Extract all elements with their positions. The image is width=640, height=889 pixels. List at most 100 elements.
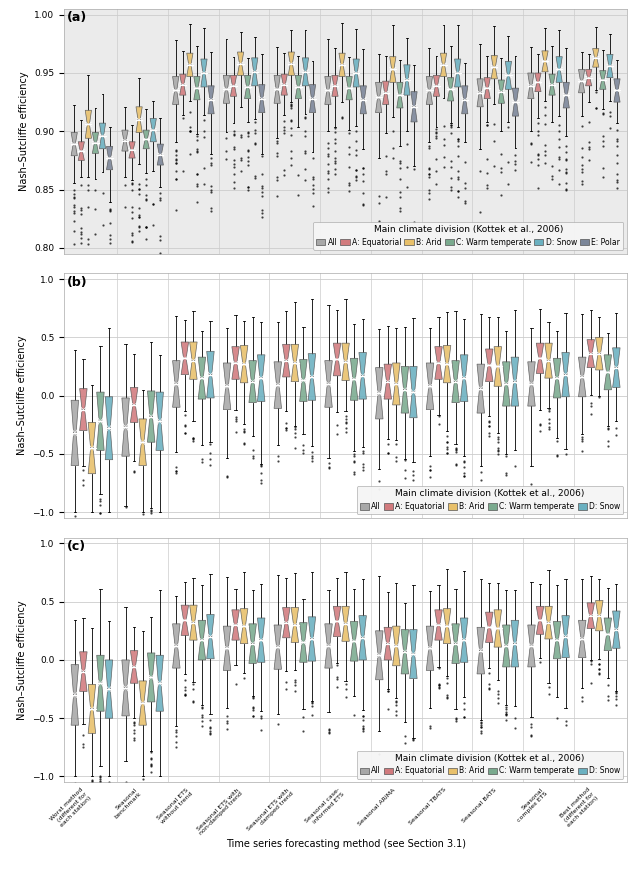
Polygon shape bbox=[454, 73, 461, 87]
Polygon shape bbox=[308, 639, 316, 661]
Polygon shape bbox=[612, 348, 620, 368]
Polygon shape bbox=[244, 76, 251, 87]
Polygon shape bbox=[444, 626, 451, 644]
Polygon shape bbox=[324, 384, 332, 407]
Polygon shape bbox=[291, 344, 299, 363]
Polygon shape bbox=[223, 363, 231, 387]
Polygon shape bbox=[173, 91, 179, 105]
Polygon shape bbox=[99, 123, 106, 136]
Polygon shape bbox=[201, 73, 207, 87]
Polygon shape bbox=[506, 61, 511, 76]
Polygon shape bbox=[187, 53, 193, 65]
Polygon shape bbox=[376, 631, 383, 655]
Polygon shape bbox=[139, 442, 147, 466]
Polygon shape bbox=[545, 606, 552, 622]
Polygon shape bbox=[587, 603, 595, 616]
Polygon shape bbox=[291, 363, 299, 381]
Polygon shape bbox=[607, 66, 613, 77]
Polygon shape bbox=[401, 652, 408, 674]
Polygon shape bbox=[207, 374, 214, 398]
Polygon shape bbox=[122, 140, 128, 151]
Polygon shape bbox=[511, 381, 518, 406]
Polygon shape bbox=[274, 76, 280, 89]
Polygon shape bbox=[147, 677, 155, 702]
Polygon shape bbox=[147, 391, 155, 417]
Polygon shape bbox=[232, 625, 239, 640]
Polygon shape bbox=[477, 79, 483, 92]
Polygon shape bbox=[376, 655, 383, 680]
Polygon shape bbox=[460, 378, 468, 402]
Polygon shape bbox=[105, 428, 113, 460]
Polygon shape bbox=[426, 387, 434, 410]
Polygon shape bbox=[180, 74, 186, 84]
Polygon shape bbox=[241, 346, 248, 364]
Polygon shape bbox=[410, 654, 417, 678]
Polygon shape bbox=[150, 130, 156, 141]
Polygon shape bbox=[324, 76, 331, 91]
Polygon shape bbox=[156, 684, 163, 711]
Polygon shape bbox=[600, 80, 606, 89]
Polygon shape bbox=[426, 626, 434, 648]
Polygon shape bbox=[404, 80, 410, 95]
Polygon shape bbox=[71, 665, 79, 695]
Polygon shape bbox=[411, 92, 417, 107]
Polygon shape bbox=[545, 361, 552, 378]
Polygon shape bbox=[350, 621, 358, 641]
Polygon shape bbox=[384, 381, 392, 399]
Polygon shape bbox=[383, 81, 389, 92]
Polygon shape bbox=[291, 625, 299, 643]
Polygon shape bbox=[139, 681, 147, 703]
Polygon shape bbox=[300, 643, 307, 662]
Polygon shape bbox=[384, 628, 392, 644]
Polygon shape bbox=[461, 86, 468, 100]
Polygon shape bbox=[92, 143, 99, 154]
Polygon shape bbox=[542, 61, 548, 72]
Polygon shape bbox=[498, 80, 504, 92]
Polygon shape bbox=[122, 427, 129, 456]
Polygon shape bbox=[106, 158, 113, 170]
Polygon shape bbox=[300, 359, 307, 380]
Polygon shape bbox=[257, 618, 265, 640]
Polygon shape bbox=[131, 404, 138, 422]
Polygon shape bbox=[88, 685, 95, 709]
Polygon shape bbox=[106, 147, 113, 158]
Polygon shape bbox=[88, 709, 95, 733]
Polygon shape bbox=[147, 417, 155, 442]
Text: (b): (b) bbox=[67, 276, 88, 289]
Polygon shape bbox=[249, 624, 257, 644]
Polygon shape bbox=[281, 84, 287, 95]
Polygon shape bbox=[232, 347, 239, 363]
Polygon shape bbox=[79, 410, 87, 430]
Polygon shape bbox=[189, 605, 197, 622]
Polygon shape bbox=[309, 84, 316, 99]
Polygon shape bbox=[404, 65, 410, 80]
Polygon shape bbox=[88, 422, 95, 448]
Polygon shape bbox=[359, 376, 367, 399]
Polygon shape bbox=[604, 618, 612, 634]
Polygon shape bbox=[97, 655, 104, 684]
Polygon shape bbox=[198, 378, 205, 399]
Polygon shape bbox=[241, 364, 248, 383]
Polygon shape bbox=[173, 384, 180, 407]
Polygon shape bbox=[491, 68, 497, 79]
Polygon shape bbox=[295, 87, 301, 99]
Polygon shape bbox=[554, 640, 561, 659]
Polygon shape bbox=[359, 352, 367, 376]
Polygon shape bbox=[554, 378, 561, 398]
Polygon shape bbox=[477, 92, 483, 107]
Polygon shape bbox=[562, 616, 570, 637]
Polygon shape bbox=[353, 73, 359, 87]
Polygon shape bbox=[346, 88, 352, 100]
Polygon shape bbox=[359, 637, 367, 660]
Polygon shape bbox=[139, 703, 147, 725]
Polygon shape bbox=[392, 626, 400, 646]
Polygon shape bbox=[586, 77, 592, 86]
Polygon shape bbox=[410, 366, 417, 392]
Polygon shape bbox=[324, 91, 331, 105]
Polygon shape bbox=[324, 361, 332, 384]
Polygon shape bbox=[452, 644, 460, 663]
Polygon shape bbox=[295, 76, 301, 87]
Polygon shape bbox=[586, 69, 592, 77]
Polygon shape bbox=[440, 65, 447, 76]
Polygon shape bbox=[410, 392, 417, 418]
